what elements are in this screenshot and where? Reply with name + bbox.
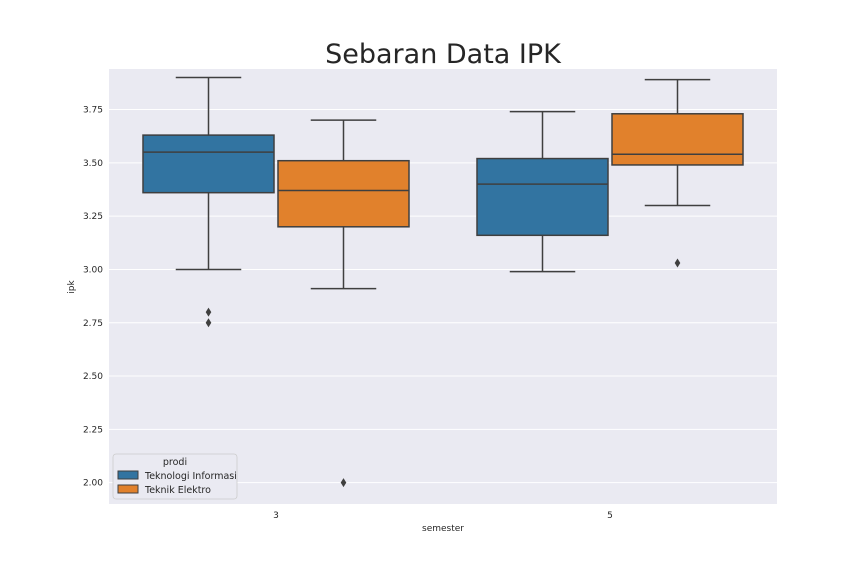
legend-label-teknik-elektro: Teknik Elektro <box>144 485 211 496</box>
box-iqr <box>142 134 275 194</box>
legend-title: prodi <box>163 457 187 468</box>
y-tick-label: 2.00 <box>83 479 103 489</box>
outlier-point <box>340 478 347 488</box>
legend-swatch-teknik-elektro <box>117 484 139 494</box>
y-tick-label: 3.00 <box>83 265 103 275</box>
box-teknologi-informasi-semester-5 <box>476 110 609 273</box>
outlier-point <box>674 258 681 268</box>
x-tick-label: 5 <box>607 511 613 521</box>
legend-frame <box>112 453 238 500</box>
y-tick-label: 2.75 <box>83 319 103 329</box>
box-teknik-elektro-semester-3 <box>277 119 410 488</box>
x-axis-label: semester <box>422 524 464 534</box>
y-tick-label: 2.25 <box>83 425 103 435</box>
legend: prodi Teknologi Informasi Teknik Elektro <box>112 453 238 500</box>
box-teknologi-informasi-semester-3 <box>142 76 275 328</box>
x-tick-label: 3 <box>273 511 279 521</box>
y-tick-label: 3.75 <box>83 106 103 116</box>
legend-swatch-teknologi-informasi <box>117 470 139 480</box>
y-tick-label: 3.25 <box>83 212 103 222</box>
y-tick-label: 3.50 <box>83 159 103 169</box>
box-iqr <box>476 157 609 237</box>
box-iqr <box>611 113 744 166</box>
box-iqr <box>277 159 410 228</box>
box-series <box>142 76 744 488</box>
chart-title: Sebaran Data IPK <box>325 39 562 70</box>
box-teknik-elektro-semester-5 <box>611 78 744 268</box>
legend-label-teknologi-informasi: Teknologi Informasi <box>144 471 237 482</box>
outlier-point <box>205 307 212 317</box>
y-tick-labels: 2.00 2.25 2.50 2.75 3.00 3.25 3.50 3.75 <box>83 106 103 489</box>
y-axis-label: ipk <box>67 280 77 294</box>
outlier-point <box>205 318 212 328</box>
y-tick-label: 2.50 <box>83 372 103 382</box>
